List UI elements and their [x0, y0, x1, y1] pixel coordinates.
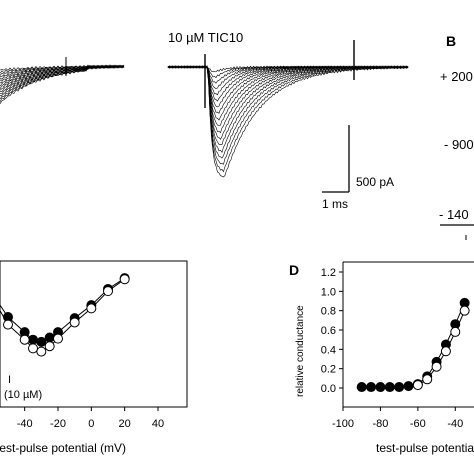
panel-d-axes: 0.0 0.2 0.4 0.6 0.8 1.0 1.2 -100 -80 -60 -40 — [321, 267, 464, 430]
panel-c-plot — [0, 273, 130, 357]
open-point — [19, 334, 30, 345]
y-tick-label: 0.6 — [321, 325, 336, 337]
open-point — [431, 361, 442, 372]
open-point — [440, 346, 451, 357]
filled-point — [44, 332, 55, 343]
scale-bar: 500 pA 1 ms — [322, 125, 394, 211]
panel-d-plot — [356, 297, 470, 393]
panel-b-voltage-2: - 900 — [444, 137, 474, 152]
x-tick-label: -20 — [50, 418, 66, 430]
tic10-trace — [167, 65, 409, 173]
panel-d: D relative conductance 0.0 0.2 0.4 0.6 0.8 1.… — [289, 261, 474, 455]
x-tick-label: -60 — [410, 418, 426, 430]
filled-point — [384, 382, 395, 393]
panel-d-y-label: relative conductance — [295, 305, 306, 397]
tic10-trace — [167, 65, 409, 153]
panel-d-letter: D — [289, 262, 299, 278]
x-tick-label: -100 — [332, 418, 354, 430]
open-point — [36, 346, 47, 357]
y-tick-label: 1.0 — [321, 286, 336, 298]
open-point — [44, 341, 55, 352]
open-point — [459, 305, 470, 316]
filled-point — [36, 336, 47, 347]
filled-point — [366, 382, 377, 393]
open-point — [28, 343, 38, 354]
y-tick-label: 1.2 — [321, 267, 336, 279]
tic10-trace — [167, 65, 409, 178]
panel-b-letter: B — [446, 33, 456, 49]
x-tick-label: 0 — [88, 418, 94, 430]
scale-bar-current-label: 500 pA — [356, 175, 394, 189]
x-tick-label: -80 — [372, 418, 388, 430]
panel-b-voltage-3: - 140 — [439, 207, 469, 222]
drug-label: 10 µM TIC10 — [168, 30, 243, 45]
filled-point — [394, 382, 405, 393]
panel-b-voltage-1: + 200 — [440, 69, 473, 84]
filled-point — [375, 382, 386, 393]
y-tick-label: 0.0 — [321, 383, 336, 395]
tic10-trace — [167, 65, 409, 121]
panel-c-legend-1: I — [8, 374, 11, 386]
tic10-traces — [167, 40, 409, 178]
x-tick-label: 20 — [119, 418, 131, 430]
scale-bar-time-label: 1 ms — [322, 197, 348, 211]
y-tick-label: 0.4 — [321, 344, 336, 356]
open-point — [3, 319, 13, 330]
control-trace — [0, 65, 125, 104]
tic10-trace — [167, 65, 409, 114]
x-tick-label: -40 — [447, 418, 463, 430]
open-point — [53, 333, 63, 344]
x-tick-label: -40 — [17, 418, 33, 430]
filled-point — [356, 382, 367, 393]
filled-point — [28, 334, 38, 345]
open-point — [103, 286, 113, 297]
y-tick-label: 0.2 — [321, 364, 336, 376]
y-tick-label: 0.8 — [321, 306, 336, 318]
tic10-trace — [167, 65, 409, 165]
panel-c-frame — [0, 260, 188, 408]
control-traces — [0, 57, 125, 104]
open-point — [412, 380, 423, 391]
open-point — [422, 374, 433, 385]
tic10-trace — [167, 65, 409, 140]
open-point — [86, 303, 97, 314]
panel-d-x-label: test-pulse potential — [376, 441, 474, 455]
control-trace — [0, 65, 125, 97]
panel-c-legend-2: (10 µM) — [4, 389, 42, 401]
tic10-trace — [167, 65, 409, 96]
x-tick-label: 40 — [152, 418, 164, 430]
open-point — [119, 274, 130, 285]
open-point — [69, 317, 80, 328]
panel-c-x-label: test-pulse potential (mV) — [0, 441, 126, 455]
open-point — [450, 326, 461, 337]
filled-point — [403, 381, 414, 392]
